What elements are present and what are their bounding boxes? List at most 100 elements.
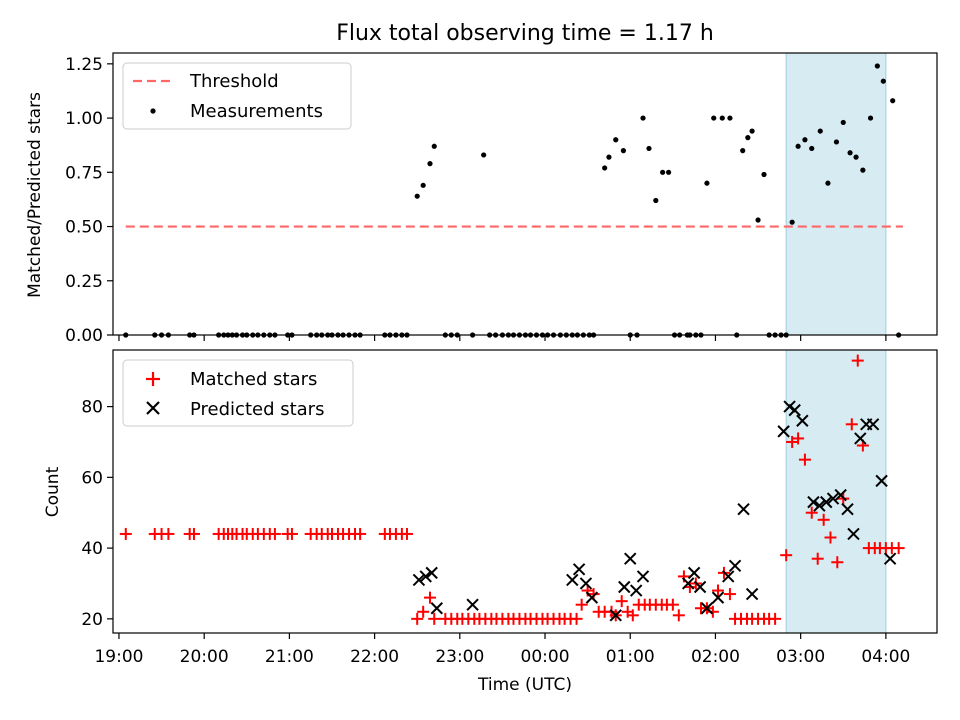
matched-star-point	[575, 598, 588, 611]
top-legend: Threshold Measurements	[122, 62, 352, 130]
matched-star-point	[712, 584, 725, 597]
predicted-star-point	[826, 492, 840, 505]
matched-star-point	[769, 612, 782, 625]
top-plot-frame	[112, 52, 938, 336]
predicted-star-point	[807, 495, 820, 509]
predicted-star-point	[693, 580, 707, 594]
measurement-point	[802, 137, 808, 143]
matched-star-point	[354, 527, 367, 540]
top-y-tick-label-2: 0.50	[65, 218, 103, 238]
top-y-tick-label-5: 1.25	[65, 55, 103, 75]
matched-star-point	[411, 612, 424, 625]
bottom-y-tick-label-0: 20	[81, 610, 103, 630]
matched-star-point	[780, 549, 793, 562]
threshold-legend-label: Threshold	[189, 71, 279, 92]
predicted-star-point	[841, 502, 854, 516]
bottom-x-tick-label-2: 21:00	[265, 647, 314, 667]
matched-star-point	[845, 418, 858, 431]
predicted-star-point	[875, 474, 888, 488]
predicted-star-point	[866, 418, 880, 431]
predicted-star-point	[681, 577, 695, 590]
measurement-point	[853, 154, 859, 160]
measurement-point	[613, 137, 619, 143]
predicted-star-point	[728, 559, 742, 572]
top-y-tick-label-3: 0.75	[65, 163, 103, 183]
measurement-point	[481, 152, 487, 158]
top-y-ticks: 0.00 0.25 0.50 0.75 1.00 1.25	[65, 55, 113, 346]
matched-star-point	[798, 453, 811, 466]
matched-star-point	[831, 556, 844, 569]
matched-star-point	[817, 513, 830, 526]
bottom-plot-frame	[112, 349, 938, 634]
measurement-point	[660, 169, 666, 175]
measurement-point	[880, 78, 886, 84]
measurement-point	[620, 148, 627, 154]
bottom-legend: Matched stars Predicted stars	[122, 359, 354, 427]
matched-star-point	[892, 542, 905, 555]
measurement-point	[789, 219, 795, 225]
predicted-star-point	[813, 499, 826, 512]
measurements-legend-swatch	[150, 108, 156, 114]
measurement-point	[431, 143, 437, 149]
measurement-point	[840, 119, 846, 126]
predicted-star-point	[585, 591, 599, 604]
matched-star-point	[666, 598, 679, 611]
measurement-point	[646, 145, 652, 152]
measurement-point	[420, 182, 426, 188]
bottom-x-tick-label-5: 00:00	[521, 647, 570, 667]
matched-legend-swatch	[146, 372, 160, 386]
matched-star-point	[423, 591, 436, 604]
measurement-point	[745, 135, 751, 141]
predicted-star-point	[711, 591, 725, 604]
measurement-point	[890, 98, 896, 104]
matched-stars-series	[119, 354, 905, 625]
predicted-star-point	[419, 570, 432, 583]
measurement-point	[427, 161, 433, 167]
predicted-star-point	[579, 577, 593, 590]
measurement-point	[847, 150, 853, 156]
predicted-star-point	[466, 598, 479, 611]
matched-legend-label: Matched stars	[190, 369, 317, 390]
measurement-point	[719, 115, 725, 121]
measurement-point	[711, 115, 717, 121]
bottom-x-tick-label-7: 02:00	[691, 647, 740, 667]
predicted-star-point	[636, 570, 650, 583]
measurement-point	[817, 128, 823, 134]
matched-star-point	[626, 609, 639, 622]
predicted-star-point	[745, 587, 759, 601]
predicted-legend-swatch	[146, 401, 160, 415]
matched-star-point	[805, 506, 818, 519]
predicted-star-point	[572, 563, 586, 576]
matched-star-point	[615, 595, 628, 608]
predicted-star-point	[430, 602, 444, 615]
predicted-star-point	[854, 432, 867, 445]
predicted-star-point	[883, 552, 897, 565]
predicted-star-point	[609, 609, 622, 622]
matched-star-point	[417, 605, 430, 618]
predicted-star-point	[834, 488, 847, 502]
measurement-point	[795, 143, 801, 149]
measurement-point	[761, 171, 767, 178]
predicted-star-point	[737, 502, 750, 516]
measurement-point	[749, 128, 755, 134]
top-y-tick-label-4: 1.00	[65, 109, 103, 129]
predicted-star-point	[618, 580, 631, 594]
matched-star-point	[285, 527, 298, 540]
top-y-tick-label-0: 0.00	[65, 326, 103, 346]
matched-star-point	[792, 432, 805, 445]
measurement-point	[833, 139, 840, 145]
matched-star-point	[119, 527, 132, 540]
measurement-point	[727, 115, 733, 121]
predicted-star-point	[425, 566, 438, 580]
measurement-point	[602, 165, 608, 171]
measurement-point	[809, 145, 815, 152]
top-panel: 0.00 0.25 0.50 0.75 1.00 1.25 Matched/Predict…	[25, 52, 938, 346]
top-y-axis-label: Matched/Predicted stars	[25, 92, 45, 298]
bottom-x-ticks: 19:00 20:00 21:00 22:00 23:00 00:00 01:00 02:00…	[94, 633, 910, 667]
measurement-point	[640, 115, 646, 121]
top-y-tick-label-1: 0.25	[65, 272, 103, 292]
matched-star-point	[570, 612, 583, 625]
top-legend-box	[122, 62, 352, 130]
matched-star-point	[851, 354, 864, 367]
measurement-point	[653, 197, 659, 204]
